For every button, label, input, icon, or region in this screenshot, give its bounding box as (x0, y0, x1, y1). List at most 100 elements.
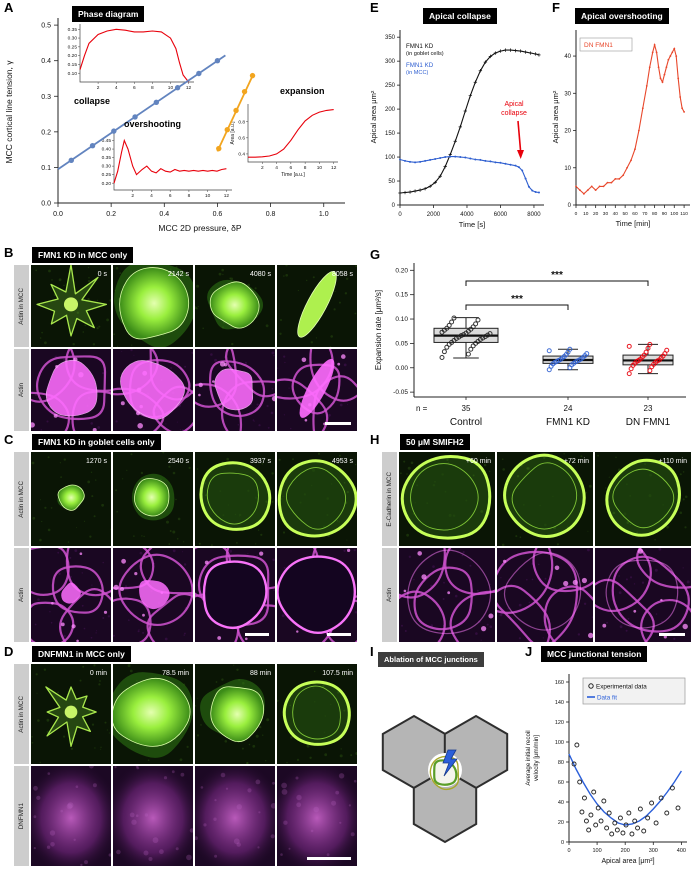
svg-text:300: 300 (385, 59, 396, 65)
svg-text:0: 0 (568, 203, 572, 209)
row-label: Actin (18, 588, 25, 602)
svg-text:0.4: 0.4 (238, 152, 245, 158)
micrograph-b-r1c4: 8058 s (277, 265, 357, 347)
svg-text:40: 40 (613, 211, 619, 217)
svg-text:Time [min]: Time [min] (616, 219, 651, 228)
svg-text:2: 2 (131, 193, 134, 199)
svg-text:12: 12 (224, 193, 230, 199)
svg-text:0.00: 0.00 (395, 365, 408, 372)
micrograph-b-r2c1 (31, 349, 111, 431)
svg-text:Data fit: Data fit (597, 695, 617, 702)
panel-h-title: 50 μM SMIFH2 (400, 434, 470, 450)
svg-text:0.6: 0.6 (213, 211, 223, 218)
svg-text:100: 100 (593, 848, 602, 854)
svg-text:FMN1 KD: FMN1 KD (406, 43, 434, 50)
panel-b-title: FMN1 KD in MCC only (32, 247, 134, 263)
svg-text:40: 40 (564, 54, 571, 60)
svg-text:Expansion rate [μm²/s]: Expansion rate [μm²/s] (374, 290, 383, 370)
svg-text:6: 6 (169, 193, 172, 199)
svg-text:2: 2 (97, 85, 100, 91)
svg-text:120: 120 (555, 720, 564, 726)
panel-d-title: DNFMN1 in MCC only (32, 646, 131, 662)
panel-ablation-schematic: I Ablation of MCC junctions (368, 644, 523, 869)
panel-apical-overshooting: 0 10 20 30 40 50 60 70 80 90 100 110 0 10 20 30 40 Time [… (550, 0, 695, 245)
micrograph-b-r2c3 (195, 349, 275, 431)
svg-text:107.5 min: 107.5 min (322, 670, 353, 677)
micrograph-c-r1c4: 4953 s (277, 452, 357, 546)
svg-text:160: 160 (555, 680, 564, 686)
panel-smifh2: E-Cadherin in MCC +60 min +72 min +110 min A… (368, 432, 695, 644)
svg-text:23: 23 (644, 404, 653, 413)
svg-text:Apical area μm²: Apical area μm² (369, 90, 378, 143)
micrograph-h-r2c1 (399, 548, 495, 642)
panel-f-title: Apical overshooting (575, 8, 669, 24)
micrograph-d-r2c1 (31, 766, 111, 866)
svg-text:0.10: 0.10 (395, 316, 408, 323)
panel-expansion-rate: -0.05 0.00 0.05 0.10 0.15 0.20 Expansion rate … (368, 245, 695, 432)
panel-fmn1-kd-mcc: Actin in MCC 0 s 2142 s 4080 s 8058 s Actin B… (0, 245, 368, 432)
panel-i-title: Ablation of MCC junctions (378, 652, 484, 667)
svg-text:200: 200 (385, 107, 396, 113)
svg-text:20: 20 (558, 820, 564, 826)
svg-text:0.20: 0.20 (68, 53, 78, 59)
panel-e-title: Apical collapse (423, 8, 497, 24)
micrograph-c-r1c2: 2540 s (113, 452, 193, 546)
micrograph-h-r1c2: +72 min (497, 452, 593, 546)
svg-text:1270 s: 1270 s (86, 458, 108, 465)
panel-c-label: C (4, 432, 14, 447)
row-label: Actin in MCC (18, 480, 25, 518)
svg-text:2000: 2000 (427, 212, 441, 218)
row-label-strip: Actin in MCC (14, 452, 29, 546)
svg-text:2: 2 (261, 165, 264, 171)
svg-text:1.0: 1.0 (319, 211, 329, 218)
svg-text:78.5 min: 78.5 min (162, 670, 189, 677)
svg-text:Time [s]: Time [s] (459, 220, 485, 229)
row-label-strip: DNFMN1 (14, 766, 29, 866)
svg-text:2142 s: 2142 s (168, 271, 190, 278)
svg-text:Experimental data: Experimental data (596, 684, 647, 691)
panel-a-label: A (4, 0, 14, 15)
svg-text:Time [a.u.]: Time [a.u.] (281, 172, 305, 178)
svg-text:0.4: 0.4 (41, 58, 51, 65)
svg-text:DN FMN1: DN FMN1 (626, 417, 671, 428)
row-label-strip: Actin (14, 349, 29, 431)
svg-text:collapse: collapse (501, 110, 527, 117)
micrograph-h-r1c3: +110 min (595, 452, 691, 546)
svg-text:10: 10 (564, 166, 571, 172)
svg-text:2540 s: 2540 s (168, 458, 190, 465)
micrograph-b-r1c1: 0 s (31, 265, 111, 347)
panel-h-label: H (370, 432, 380, 447)
svg-text:50: 50 (388, 179, 395, 185)
svg-text:400: 400 (677, 848, 686, 854)
row-label-strip: Actin in MCC (14, 265, 29, 347)
svg-text:4953 s: 4953 s (332, 458, 354, 465)
svg-text:Apical area μm²: Apical area μm² (551, 90, 560, 143)
svg-text:8: 8 (151, 85, 154, 91)
row-label: Actin in MCC (18, 695, 25, 733)
scale-bar (307, 857, 351, 860)
micrograph-c-r2c3 (195, 548, 275, 642)
svg-text:0.4: 0.4 (159, 211, 169, 218)
panel-i-label: I (370, 644, 374, 659)
micrograph-d-r2c4 (277, 766, 357, 866)
micrograph-d-r1c1: 0 min (31, 664, 111, 764)
phase-label-collapse: collapse (74, 96, 111, 106)
micrograph-grid-h: E-Cadherin in MCC +60 min +72 min +110 min A… (368, 432, 695, 644)
row-label-strip: Actin (14, 548, 29, 642)
micrograph-grid-b: Actin in MCC 0 s 2142 s 4080 s 8058 s Actin (0, 245, 368, 432)
svg-text:0.25: 0.25 (102, 172, 112, 178)
svg-text:Apical: Apical (504, 101, 524, 108)
svg-text:(in MCC): (in MCC) (406, 70, 429, 76)
row-label: E-Cadherin in MCC (386, 471, 393, 527)
svg-text:MCC 2D pressure, δP: MCC 2D pressure, δP (158, 223, 241, 233)
svg-text:0: 0 (398, 212, 402, 218)
panel-phase-diagram: 0.0 0.2 0.4 0.6 0.8 1.0 0.0 0.1 0.2 0.3 0.4 0.5 MCC … (0, 0, 368, 245)
micrograph-b-r1c3: 4080 s (195, 265, 275, 347)
svg-text:+72 min: +72 min (564, 458, 589, 465)
svg-text:0.30: 0.30 (68, 36, 78, 42)
svg-text:6: 6 (290, 165, 293, 171)
panel-junctional-tension: 0 100 200 300 400 0 20 40 60 80 100 120 140 160 Apical… (523, 644, 695, 869)
svg-text:0.0: 0.0 (41, 201, 51, 208)
micrograph-d-r2c3 (195, 766, 275, 866)
micrograph-d-r1c2: 78.5 min (113, 664, 193, 764)
